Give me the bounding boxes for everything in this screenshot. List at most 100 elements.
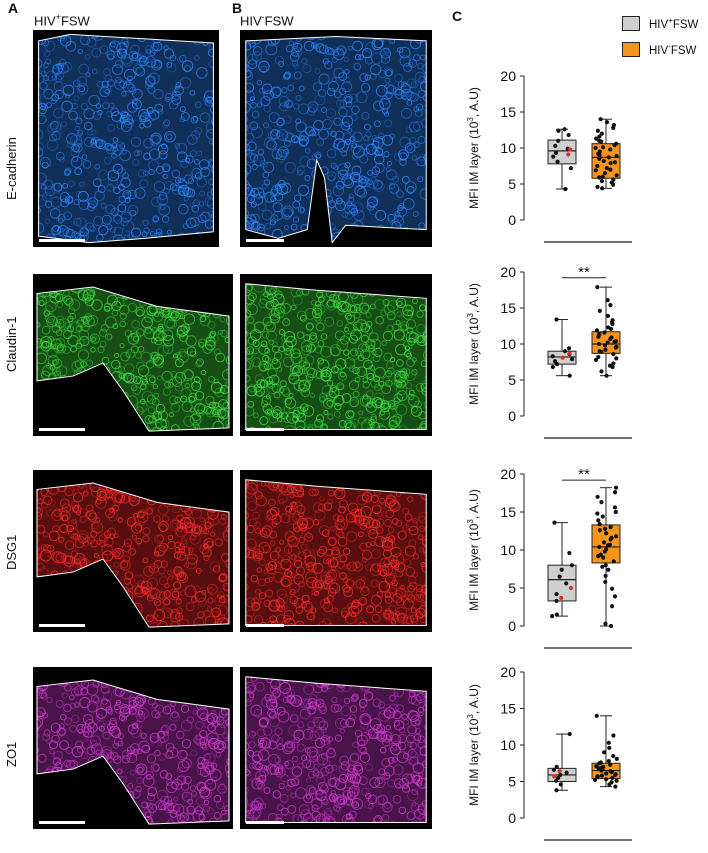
cell-texture: [161, 370, 173, 382]
cell-texture: [351, 768, 359, 776]
cell-texture: [350, 144, 361, 154]
cell-texture: [194, 390, 205, 401]
cell-texture: [407, 584, 416, 593]
cell-texture: [99, 328, 108, 337]
data-point: [613, 772, 618, 777]
cell-texture: [390, 546, 402, 558]
cell-texture: [154, 416, 162, 424]
data-point: [608, 161, 613, 166]
cell-texture: [409, 121, 420, 133]
cell-texture: [321, 385, 334, 397]
cell-texture: [377, 794, 388, 805]
scale-bar: [39, 821, 85, 824]
cell-texture: [345, 717, 355, 728]
cell-texture: [400, 83, 411, 94]
cell-texture: [331, 565, 337, 572]
cell-texture: [418, 710, 424, 717]
cell-texture: [154, 551, 160, 557]
cell-texture: [377, 135, 386, 144]
cell-texture: [206, 583, 218, 595]
cell-texture: [253, 187, 265, 199]
y-tick-label: 0: [508, 810, 516, 826]
cell-texture: [294, 559, 303, 569]
cell-texture: [115, 76, 122, 84]
cell-texture: [345, 211, 354, 220]
cell-texture: [194, 402, 206, 414]
cell-texture: [275, 154, 285, 163]
cell-texture: [336, 45, 347, 56]
cell-texture: [145, 75, 156, 86]
cell-texture: [407, 725, 417, 735]
cell-texture: [385, 613, 391, 619]
data-point: [610, 775, 615, 780]
cell-texture: [317, 357, 324, 365]
cell-texture: [195, 399, 202, 406]
cell-texture: [221, 553, 229, 562]
cell-texture: [126, 517, 136, 527]
data-point: [554, 764, 559, 769]
cell-texture: [220, 513, 227, 521]
cell-texture: [298, 103, 310, 115]
data-point: [614, 173, 619, 178]
cell-texture: [251, 163, 258, 170]
cell-texture: [425, 814, 427, 823]
cell-texture: [37, 727, 40, 733]
cell-texture: [407, 709, 418, 721]
data-point: [614, 356, 619, 361]
data-point: [553, 778, 559, 783]
cell-texture: [384, 519, 392, 527]
cell-texture: [316, 414, 325, 423]
cell-texture: [218, 573, 228, 583]
cell-texture: [290, 792, 297, 799]
cell-texture: [420, 420, 427, 428]
cell-texture: [273, 391, 281, 399]
cell-texture: [76, 82, 89, 95]
cell-texture: [245, 548, 255, 559]
cell-texture: [383, 801, 392, 809]
cell-texture: [97, 346, 105, 354]
cell-texture: [163, 119, 171, 127]
cell-texture: [86, 683, 99, 696]
cell-texture: [132, 336, 139, 342]
cell-texture: [352, 561, 363, 572]
cell-texture: [418, 604, 427, 617]
cell-texture: [183, 196, 189, 202]
cell-texture: [316, 792, 323, 800]
cell-texture: [149, 231, 156, 237]
cell-texture: [263, 179, 271, 186]
cell-texture: [197, 757, 205, 765]
cell-texture: [353, 209, 365, 221]
cell-texture: [395, 88, 403, 96]
cell-texture: [393, 393, 403, 403]
cell-texture: [398, 380, 406, 388]
cell-texture: [353, 62, 362, 71]
cell-texture: [65, 298, 74, 307]
cell-texture: [245, 698, 252, 707]
cell-texture: [423, 70, 427, 82]
cell-texture: [278, 179, 286, 188]
cell-texture: [178, 187, 184, 193]
cell-texture: [310, 615, 316, 621]
cell-texture: [339, 728, 345, 734]
cell-texture: [265, 330, 277, 342]
cell-texture: [144, 415, 154, 424]
cell-texture: [258, 558, 266, 566]
cell-texture: [78, 85, 86, 93]
cell-texture: [163, 45, 169, 51]
cell-texture: [360, 505, 372, 518]
cell-texture: [178, 349, 187, 357]
cell-texture: [196, 409, 204, 417]
cell-texture: [286, 535, 298, 546]
cell-texture: [57, 217, 64, 224]
cell-texture: [117, 168, 126, 177]
cell-texture: [280, 207, 293, 220]
cell-texture: [159, 770, 169, 779]
cell-texture: [366, 197, 378, 208]
cell-texture: [270, 298, 279, 308]
cell-texture: [53, 107, 64, 119]
cell-texture: [112, 504, 119, 512]
cell-texture: [38, 142, 44, 152]
cell-texture: [99, 534, 108, 543]
cell-texture: [394, 73, 404, 83]
cell-texture: [357, 354, 365, 362]
